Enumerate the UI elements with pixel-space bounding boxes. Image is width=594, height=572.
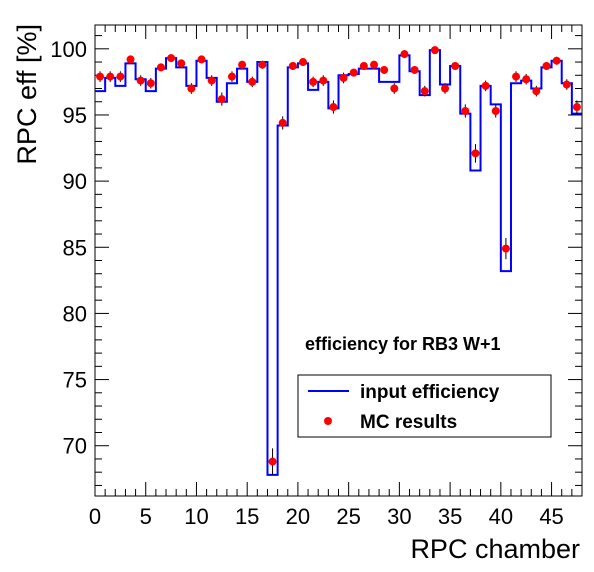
x-tick-label: 25	[336, 504, 360, 529]
legend-marker-swatch	[324, 417, 332, 425]
x-tick-label: 40	[489, 504, 513, 529]
chart-annotation: efficiency for RB3 W+1	[305, 334, 501, 354]
mc-data-point	[309, 77, 318, 86]
x-axis-ticks: 0 5 10 15 20 25 30 35 40 45	[89, 25, 583, 529]
mc-data-point	[491, 106, 500, 115]
y-tick-label: 100	[50, 37, 87, 62]
mc-data-point	[501, 244, 510, 253]
legend: input efficiency MC results	[297, 374, 552, 438]
mc-data-point	[451, 62, 460, 71]
y-tick-label: 90	[63, 169, 87, 194]
mc-data-point	[430, 46, 439, 55]
mc-data-point	[380, 65, 389, 74]
mc-data-point	[481, 81, 490, 90]
mc-data-point	[106, 72, 115, 81]
mc-data-point	[288, 62, 297, 71]
mc-data-point	[329, 103, 338, 112]
x-tick-label: 0	[89, 504, 101, 529]
mc-data-point	[319, 76, 328, 85]
mc-data-point	[248, 77, 257, 86]
x-tick-label: 35	[438, 504, 462, 529]
mc-data-point	[227, 72, 236, 81]
x-axis-title: RPC chamber	[410, 534, 580, 564]
mc-data-point	[410, 65, 419, 74]
y-tick-label: 75	[63, 368, 87, 393]
mc-results-markers	[96, 46, 581, 475]
mc-data-point	[207, 76, 216, 85]
mc-data-point	[278, 118, 287, 127]
mc-data-point	[562, 80, 571, 89]
legend-label-mc-results: MC results	[360, 412, 457, 433]
mc-data-point	[400, 50, 409, 59]
y-tick-label: 80	[63, 301, 87, 326]
legend-label-input-efficiency: input efficiency	[360, 382, 500, 403]
legend-box	[297, 374, 552, 438]
x-tick-label: 20	[286, 504, 310, 529]
mc-data-point	[197, 55, 206, 64]
y-tick-label: 95	[63, 103, 87, 128]
mc-data-point	[156, 63, 165, 72]
mc-data-point	[268, 457, 277, 466]
mc-data-point	[339, 73, 348, 82]
x-tick-label: 30	[387, 504, 411, 529]
mc-data-point	[298, 58, 307, 67]
mc-data-point	[461, 106, 470, 115]
mc-data-point	[238, 60, 247, 69]
mc-data-point	[349, 68, 358, 77]
y-axis-title: RPC eff [%]	[12, 24, 42, 165]
mc-data-point	[359, 62, 368, 71]
y-tick-label: 85	[63, 235, 87, 260]
mc-data-point	[532, 87, 541, 96]
mc-data-point	[96, 72, 105, 81]
mc-data-point	[572, 103, 581, 112]
mc-data-point	[552, 56, 561, 65]
mc-data-point	[217, 95, 226, 104]
y-tick-label: 70	[63, 434, 87, 459]
mc-data-point	[177, 59, 186, 68]
mc-data-point	[441, 84, 450, 93]
mc-data-point	[522, 75, 531, 84]
x-tick-label: 5	[140, 504, 152, 529]
x-tick-label: 45	[539, 504, 563, 529]
mc-data-point	[126, 55, 135, 64]
mc-data-point	[420, 87, 429, 96]
mc-data-point	[258, 60, 267, 69]
mc-data-point	[471, 149, 480, 158]
mc-data-point	[167, 54, 176, 63]
mc-data-point	[542, 62, 551, 71]
mc-data-point	[146, 79, 155, 88]
mc-data-point	[136, 76, 145, 85]
x-tick-label: 10	[184, 504, 208, 529]
mc-data-point	[512, 72, 521, 81]
mc-data-point	[116, 72, 125, 81]
mc-data-point	[370, 60, 379, 69]
y-axis-ticks: 70 75 80 85 90 95 100	[50, 35, 582, 486]
x-tick-label: 15	[235, 504, 259, 529]
mc-data-point	[390, 84, 399, 93]
mc-data-point	[187, 84, 196, 93]
